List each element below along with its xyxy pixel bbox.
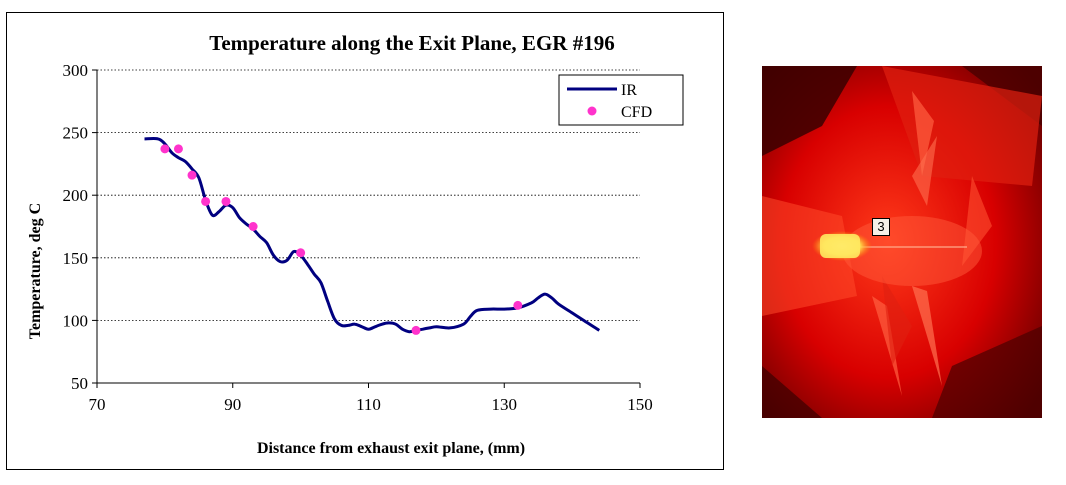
legend: IR CFD (558, 74, 684, 126)
cfd-point (173, 144, 183, 154)
legend-cfd-swatch (587, 106, 597, 116)
y-tick-label-50: 50 (71, 374, 88, 393)
cfd-point (411, 325, 421, 335)
infrared-photo: 3 (762, 66, 1042, 418)
cfd-point (296, 248, 306, 258)
legend-cfd-label: CFD (621, 104, 652, 121)
y-axis-label: Temperature, deg C (27, 203, 44, 339)
legend-ir-label: IR (621, 82, 637, 99)
cfd-point (513, 300, 523, 310)
y-tick-label-300: 300 (63, 61, 89, 80)
y-tick-label-150: 150 (63, 249, 89, 268)
x-tick-label-150: 150 (627, 395, 653, 414)
x-tick-label-90: 90 (224, 395, 241, 414)
cfd-point (160, 144, 170, 154)
y-tick-label-250: 250 (63, 124, 89, 143)
plot-area: 50 100 150 200 250 300 70 90 110 130 150 (63, 61, 653, 414)
cfd-point (187, 170, 197, 180)
x-tick-label-110: 110 (356, 395, 381, 414)
x-axis-label: Distance from exhaust exit plane, (mm) (257, 440, 525, 457)
y-tick-label-100: 100 (63, 311, 89, 330)
cfd-point (201, 196, 211, 206)
cfd-point (248, 222, 258, 231)
chart-svg: Temperature along the Exit Plane, EGR #1… (27, 31, 684, 457)
chart-frame: Temperature along the Exit Plane, EGR #1… (6, 12, 724, 470)
cfd-point (221, 196, 231, 206)
photo-callout-label: 3 (872, 218, 890, 236)
chart-title: Temperature along the Exit Plane, EGR #1… (209, 31, 614, 55)
x-tick-label-130: 130 (492, 395, 518, 414)
legend-box (558, 74, 684, 126)
ir-series-line (144, 137, 601, 334)
x-tick-label-70: 70 (89, 395, 106, 414)
y-tick-label-200: 200 (63, 186, 89, 205)
